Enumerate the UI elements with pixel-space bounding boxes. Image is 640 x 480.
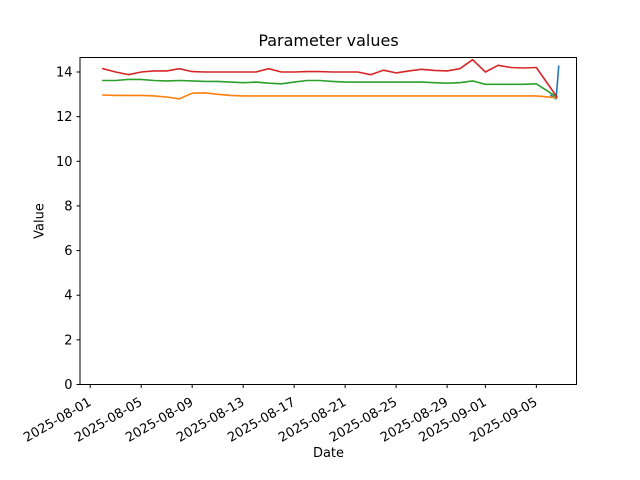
y-tick-label: 8	[64, 199, 72, 214]
y-tick-label: 4	[64, 289, 72, 304]
plot-border	[79, 57, 577, 385]
x-axis-label: Date	[312, 446, 345, 461]
series-lines	[101, 58, 560, 100]
y-tick-label: 14	[56, 66, 73, 81]
y-tick-label: 10	[56, 155, 73, 170]
series-line-series-2	[102, 92, 558, 100]
y-tick-label: 0	[64, 378, 72, 393]
axis-ticks: 024681012142025-08-012025-08-052025-08-0…	[21, 66, 540, 446]
series-line-series-3	[102, 78, 558, 99]
y-tick-label: 6	[64, 244, 72, 259]
series-line-series-1	[549, 65, 560, 100]
chart-title: Parameter values	[258, 31, 399, 50]
y-tick-label: 2	[64, 333, 72, 348]
y-tick-label: 12	[56, 110, 73, 125]
series-line-series-4	[101, 58, 558, 98]
